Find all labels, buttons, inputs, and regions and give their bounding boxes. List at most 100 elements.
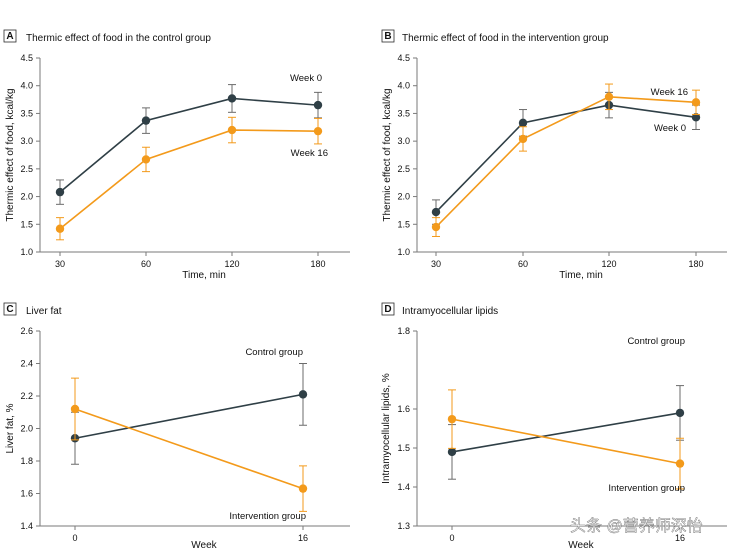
panel-letter: B (384, 31, 391, 42)
data-point (55, 187, 65, 197)
series-label: Control group (627, 336, 685, 347)
panel-letter: C (6, 304, 13, 315)
y-tick-label: 3.0 (397, 136, 410, 146)
series-line (59, 129, 319, 230)
series-dark: Week 0 (55, 73, 323, 205)
data-point (518, 134, 528, 144)
y-axis-label: Thermic effect of food, kcal/kg (382, 88, 393, 221)
y-tick-label: 1.4 (397, 482, 410, 492)
panel-letter: A (6, 31, 13, 42)
y-tick-label: 4.5 (20, 53, 33, 63)
y-tick-label: 1.4 (20, 521, 33, 531)
panel-title: Thermic effect of food in the interventi… (402, 33, 609, 44)
data-point (313, 100, 323, 110)
x-tick-label: 180 (310, 259, 325, 269)
data-point (141, 116, 151, 125)
series-orange: Week 16 (55, 116, 328, 241)
y-tick-label: 3.5 (397, 108, 410, 118)
data-point (675, 408, 685, 418)
y-tick-label: 4.0 (20, 81, 33, 91)
panel-letter-box (381, 29, 395, 43)
panel-a: A Thermic effect of food in the control g… (3, 29, 350, 281)
y-tick-label: 1.0 (20, 247, 33, 257)
x-axis-label: Time, min (559, 270, 603, 281)
series-orange: Intervention group (447, 389, 685, 494)
panel-title: Liver fat (26, 306, 62, 317)
y-tick-label: 2.5 (397, 164, 410, 174)
y-tick-label: 1.5 (397, 219, 410, 229)
y-axis-label: Liver fat, % (5, 403, 16, 453)
series-orange: Intervention group (70, 377, 308, 522)
y-tick-label: 1.0 (397, 247, 410, 257)
panel-title: Thermic effect of food in the control gr… (26, 33, 211, 44)
panel-letter-box (3, 29, 17, 43)
data-point (518, 118, 528, 128)
panel-b: B Thermic effect of food in the intervent… (381, 29, 727, 281)
panel-title: Intramyocellular lipids (402, 306, 498, 317)
x-axis-label: Week (191, 540, 217, 551)
y-tick-label: 1.5 (20, 219, 33, 229)
x-tick-label: 0 (72, 533, 77, 543)
data-point (675, 459, 685, 468)
series-label: Intervention group (608, 483, 685, 494)
data-point (691, 98, 701, 107)
data-point (70, 404, 80, 414)
panel-d: D Intramyocellular lipids 1.3 1.4 1.5 1.6 1.8 0… (381, 302, 727, 551)
data-point (227, 125, 237, 135)
y-tick-label: 2.0 (20, 192, 33, 202)
y-tick-label: 2.0 (20, 424, 33, 434)
series-line (435, 95, 697, 228)
watermark-text: 头条 @营养师深怡 (570, 517, 703, 535)
y-tick-label: 4.5 (397, 53, 410, 63)
x-tick-label: 180 (688, 259, 703, 269)
y-tick-label: 2.0 (397, 192, 410, 202)
y-tick-label: 1.6 (20, 489, 33, 499)
series-line (435, 104, 697, 213)
y-tick-label: 1.3 (397, 521, 410, 531)
y-axis-label: Intramyocellular lipids, % (381, 373, 392, 484)
x-tick-label: 60 (518, 259, 528, 269)
data-point (313, 126, 323, 136)
series-label: Control group (245, 347, 303, 358)
x-axis-label: Time, min (182, 270, 226, 281)
panel-letter-box (381, 302, 395, 316)
y-tick-label: 1.8 (397, 326, 410, 336)
y-axis-label: Thermic effect of food, kcal/kg (5, 88, 16, 221)
data-point (298, 484, 308, 493)
y-tick-label: 3.0 (20, 136, 33, 146)
panel-letter: D (384, 304, 391, 315)
y-tick-label: 2.2 (20, 391, 33, 401)
y-tick-label: 2.6 (20, 326, 33, 336)
data-point (55, 224, 65, 233)
data-point (447, 414, 457, 424)
x-tick-label: 0 (449, 533, 454, 543)
data-point (227, 94, 237, 103)
x-axis-label: Week (568, 540, 594, 551)
x-tick-label: 30 (431, 259, 441, 269)
data-point (141, 155, 151, 164)
panel-c: C Liver fat 1.4 1.6 1.8 2.0 2.2 2.4 2.6 0 16 Week Li… (3, 302, 350, 551)
series-dark: Control group (447, 336, 685, 480)
series-label: Week 0 (290, 73, 322, 84)
data-point (604, 92, 614, 102)
series-line (59, 97, 319, 193)
x-tick-label: 30 (55, 259, 65, 269)
y-tick-label: 1.8 (20, 456, 33, 466)
series-dark: Control group (70, 347, 308, 465)
series-label: Week 16 (651, 87, 688, 98)
panel-letter-box (3, 302, 17, 316)
data-point (691, 113, 701, 122)
data-point (447, 447, 457, 457)
series-label: Week 16 (291, 148, 328, 159)
data-point (298, 390, 308, 399)
data-point (431, 207, 441, 217)
x-tick-label: 16 (675, 533, 685, 543)
y-tick-label: 2.5 (20, 164, 33, 174)
y-tick-label: 1.5 (397, 443, 410, 453)
series-orange: Week 16 (431, 83, 701, 237)
series-dark: Week 0 (431, 91, 701, 225)
x-tick-label: 60 (141, 259, 151, 269)
data-point (431, 222, 441, 232)
series-line (74, 393, 304, 440)
